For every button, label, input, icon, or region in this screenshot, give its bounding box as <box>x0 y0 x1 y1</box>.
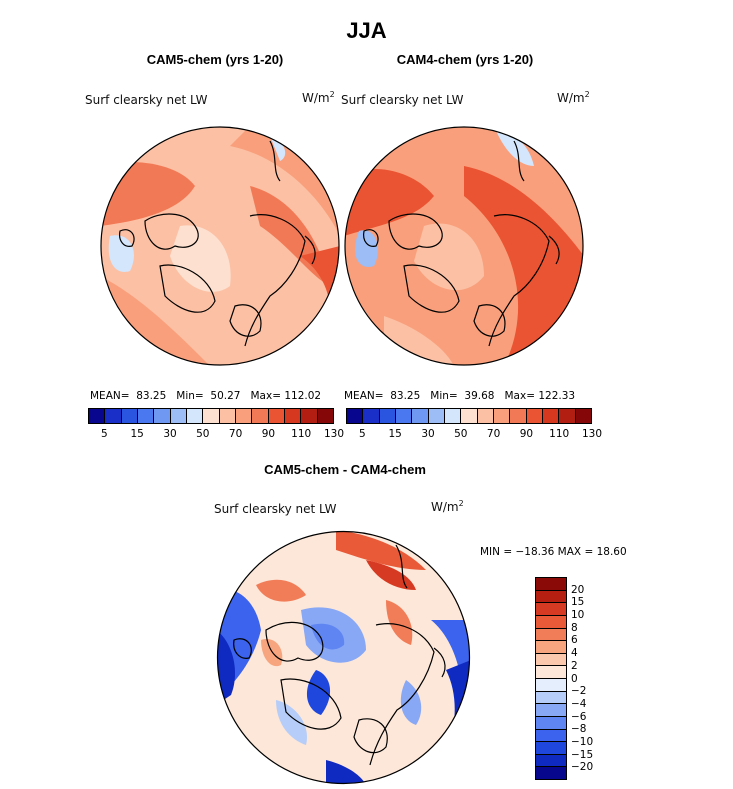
colorbar-swatch <box>169 409 186 423</box>
colorbar-tick-label: 30 <box>163 428 177 440</box>
colorbar-swatch <box>541 409 559 423</box>
colorbar-tick-label: 50 <box>454 428 468 440</box>
colorbar-swatch <box>251 409 268 423</box>
colorbar-tick-label: 90 <box>519 428 534 440</box>
colorbar-swatch <box>509 409 526 423</box>
colorbar-tick-label: 130 <box>581 428 603 440</box>
polar-map-diff <box>216 530 471 785</box>
panel-variable-label-cam5: Surf clearsky net LW <box>85 93 208 107</box>
colorbar-tick-label: −20 <box>571 761 594 774</box>
colorbar-tick-label: 15 <box>130 428 144 440</box>
colorbar-swatch <box>492 409 510 423</box>
colorbar-swatch <box>476 409 493 423</box>
colorbar-swatch <box>283 409 301 423</box>
panel-variable-label-cam4: Surf clearsky net LW <box>341 93 464 107</box>
colorbar-tick-label: 70 <box>486 428 501 440</box>
colorbar-swatch <box>536 741 566 754</box>
panel-title-cam5: CAM5-chem (yrs 1-20) <box>146 52 284 67</box>
colorbar-tick-label: 5 <box>359 428 366 440</box>
colorbar-swatch <box>153 409 170 423</box>
colorbar-swatch <box>536 678 566 691</box>
colorbar-swatch <box>218 409 235 423</box>
colorbar-tick-label: 10 <box>571 609 585 622</box>
colorbar-swatch <box>536 703 566 716</box>
colorbar-tick-label: 0 <box>571 672 578 685</box>
colorbar-swatch <box>536 614 566 628</box>
colorbar-swatch <box>411 409 428 423</box>
colorbar-swatch <box>536 690 566 704</box>
colorbar-tick-label: 4 <box>571 647 578 660</box>
colorbar-swatch <box>525 409 542 423</box>
colorbar-tick-label: −6 <box>571 710 587 723</box>
colorbar-tick-label: −10 <box>571 735 594 748</box>
colorbar-swatch <box>267 409 284 423</box>
colorbar-swatch <box>202 409 219 423</box>
colorbar-swatch <box>536 602 566 615</box>
colorbar-tick-label: −4 <box>571 697 587 710</box>
stats-cam5: MEAN= 83.25 Min= 50.27 Max= 112.02 <box>90 390 322 402</box>
colorbar-tick-label: −2 <box>571 685 587 698</box>
colorbar-tick-label: 15 <box>571 596 585 609</box>
panel-units-cam4: W/m2 <box>557 90 590 105</box>
panel-title-cam4: CAM4-chem (yrs 1-20) <box>396 52 534 67</box>
colorbar-swatch <box>536 652 566 666</box>
colorbar-swatch <box>136 409 154 423</box>
colorbar-tick-label: 90 <box>261 428 276 440</box>
colorbar-tick-label: 5 <box>101 428 108 440</box>
colorbar-swatch <box>460 409 477 423</box>
diff-units: W/m2 <box>431 499 464 514</box>
colorbar-tick-label: 110 <box>291 428 312 440</box>
diff-variable-label: Surf clearsky net LW <box>214 502 337 516</box>
colorbar-tick-label: 6 <box>571 634 578 647</box>
colorbar-swatch <box>89 409 105 423</box>
colorbar-swatch <box>558 409 575 423</box>
figure-title: JJA <box>346 18 387 43</box>
colorbar-swatch <box>120 409 137 423</box>
colorbar-swatch <box>536 715 566 729</box>
colorbar-tick-label: 20 <box>571 583 585 596</box>
colorbar-swatch <box>362 409 379 423</box>
colorbar-swatch <box>394 409 412 423</box>
colorbar-swatch <box>300 409 317 423</box>
colorbar-swatch <box>104 409 121 423</box>
colorbar-swatch <box>536 627 566 641</box>
colorbar-swatch <box>443 409 461 423</box>
colorbar-swatch <box>234 409 252 423</box>
colorbar-swatch <box>536 578 566 590</box>
colorbar-swatch <box>536 753 566 767</box>
stats-cam4: MEAN= 83.25 Min= 39.68 Max= 122.33 <box>344 390 576 402</box>
colorbar-cam5 <box>88 408 334 424</box>
colorbar-swatch <box>347 409 363 423</box>
colorbar-tick-label: 2 <box>571 659 578 672</box>
colorbar-swatch <box>536 589 566 603</box>
colorbar-tick-label: 30 <box>421 428 435 440</box>
colorbar-tick-label: 15 <box>388 428 402 440</box>
colorbar-tick-label: 50 <box>196 428 210 440</box>
colorbar-swatch <box>185 409 203 423</box>
colorbar-swatch <box>574 409 591 423</box>
colorbar-tick-label: 8 <box>571 621 578 634</box>
diff-minmax: MIN = −18.36 MAX = 18.60 <box>480 546 627 558</box>
polar-map-cam5 <box>100 126 340 366</box>
colorbar-tick-label: −15 <box>571 748 594 761</box>
colorbar-swatch <box>427 409 444 423</box>
colorbar-tick-label: 110 <box>549 428 570 440</box>
colorbar-tick-label: −8 <box>571 723 587 736</box>
panel-units-cam5: W/m2 <box>302 90 335 105</box>
colorbar-swatch <box>316 409 333 423</box>
diff-panel-title: CAM5-chem - CAM4-chem <box>264 462 426 477</box>
polar-map-cam4 <box>344 126 584 366</box>
colorbar-swatch <box>536 766 566 779</box>
colorbar-swatch <box>536 640 566 653</box>
colorbar-tick-label: 70 <box>228 428 243 440</box>
colorbar-tick-label: 130 <box>323 428 345 440</box>
colorbar-swatch <box>536 665 566 678</box>
colorbar-swatch <box>378 409 395 423</box>
colorbar-swatch <box>536 728 566 742</box>
colorbar-cam4 <box>346 408 592 424</box>
colorbar-diff <box>535 577 567 780</box>
